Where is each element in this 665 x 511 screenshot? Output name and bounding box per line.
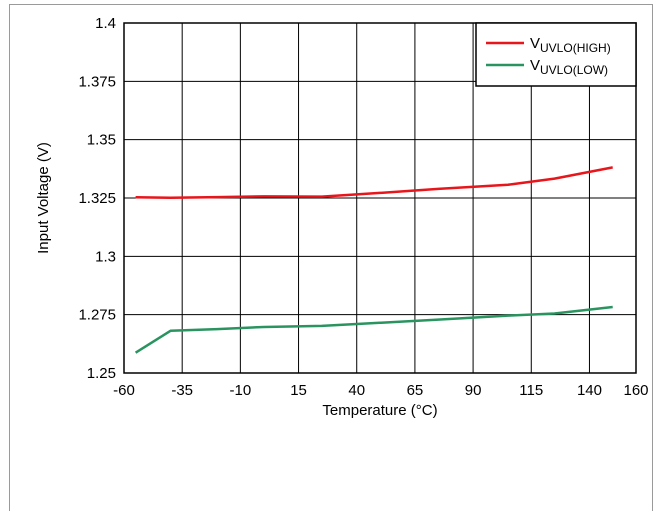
y-axis-label: Input Voltage (V) [35, 142, 52, 254]
x-tick-label: 90 [465, 382, 482, 399]
x-tick-label: 140 [577, 382, 602, 399]
y-tick-label: 1.375 [78, 73, 116, 90]
x-axis-label: Temperature (°C) [322, 402, 437, 419]
x-tick-label: 160 [623, 382, 648, 399]
x-tick-label: -35 [171, 382, 193, 399]
legend-box [475, 22, 637, 87]
legend-entry: VUVLO(HIGH) [530, 35, 611, 55]
y-tick-label: 1.25 [87, 365, 116, 382]
y-tick-label: 1.325 [78, 190, 116, 207]
series-line-uvlo-low [134, 305, 613, 354]
x-tick-label: 40 [348, 382, 365, 399]
legend: VUVLO(HIGH)VUVLO(LOW) [475, 22, 637, 87]
y-tick-label: 1.4 [95, 15, 116, 32]
y-tick-label: 1.35 [87, 132, 116, 149]
series-line-uvlo-high [135, 166, 613, 200]
x-tick-label: -10 [230, 382, 252, 399]
x-tick-label: 15 [290, 382, 307, 399]
x-tick-label: 115 [519, 382, 543, 399]
x-tick-labels: -60 -35 -10 15 40 65 90 115 140 160 [113, 382, 648, 399]
x-tick-label: 65 [407, 382, 424, 399]
legend-entry: VUVLO(LOW) [530, 57, 608, 77]
plot-border [123, 22, 637, 374]
x-tick-label: -60 [113, 382, 135, 399]
y-tick-label: 1.3 [95, 248, 116, 265]
series-layer [134, 166, 613, 354]
figure-frame [9, 4, 653, 511]
y-tick-label: 1.275 [78, 307, 116, 324]
y-tick-labels: 1.25 1.275 1.3 1.325 1.35 1.375 1.4 [78, 15, 116, 382]
